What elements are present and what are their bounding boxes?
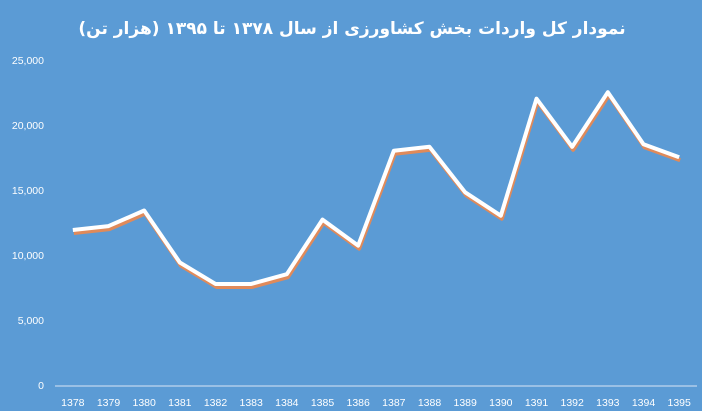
x-tick-label: 1385: [311, 397, 335, 409]
x-tick-label: 1379: [97, 397, 121, 409]
x-tick-label: 1387: [382, 397, 406, 409]
y-tick-label: 25,000: [12, 55, 44, 67]
x-tick-label: 1378: [61, 397, 85, 409]
chart-title: نمودار کل واردات بخش کشاورزی از سال ۱۳۷۸…: [78, 19, 625, 39]
x-tick-label: 1386: [346, 397, 370, 409]
x-tick-label: 1383: [239, 397, 263, 409]
x-tick-label: 1389: [453, 397, 477, 409]
y-tick-label: 15,000: [12, 185, 44, 197]
x-tick-label: 1388: [418, 397, 442, 409]
x-tick-label: 1382: [204, 397, 228, 409]
x-tick-label: 1381: [168, 397, 192, 409]
y-tick-label: 0: [38, 380, 44, 392]
x-tick-label: 1392: [560, 397, 584, 409]
line: [72, 90, 680, 286]
y-tick-label: 10,000: [12, 250, 44, 262]
y-tick-label: 20,000: [12, 120, 44, 132]
x-tick-label: 1384: [275, 397, 299, 409]
x-tick-label: 1390: [489, 397, 513, 409]
x-tick-label: 1391: [525, 397, 549, 409]
x-tick-label: 1393: [596, 397, 620, 409]
x-tick-label: 1394: [632, 397, 656, 409]
x-tick-label: 1380: [132, 397, 156, 409]
y-tick-label: 5,000: [18, 315, 44, 327]
x-tick-label: 1395: [667, 397, 691, 409]
